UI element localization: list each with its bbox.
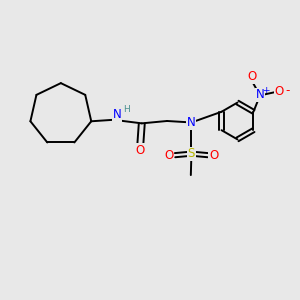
Text: N: N [256, 88, 264, 101]
Text: O: O [275, 85, 284, 98]
Text: O: O [136, 144, 145, 157]
Text: O: O [247, 70, 256, 83]
Text: N: N [113, 108, 122, 121]
Text: O: O [209, 149, 218, 162]
Text: N: N [187, 116, 196, 129]
Text: -: - [285, 84, 290, 97]
Text: H: H [123, 105, 129, 114]
Text: O: O [164, 149, 174, 162]
Text: +: + [262, 86, 269, 95]
Text: S: S [188, 147, 195, 160]
